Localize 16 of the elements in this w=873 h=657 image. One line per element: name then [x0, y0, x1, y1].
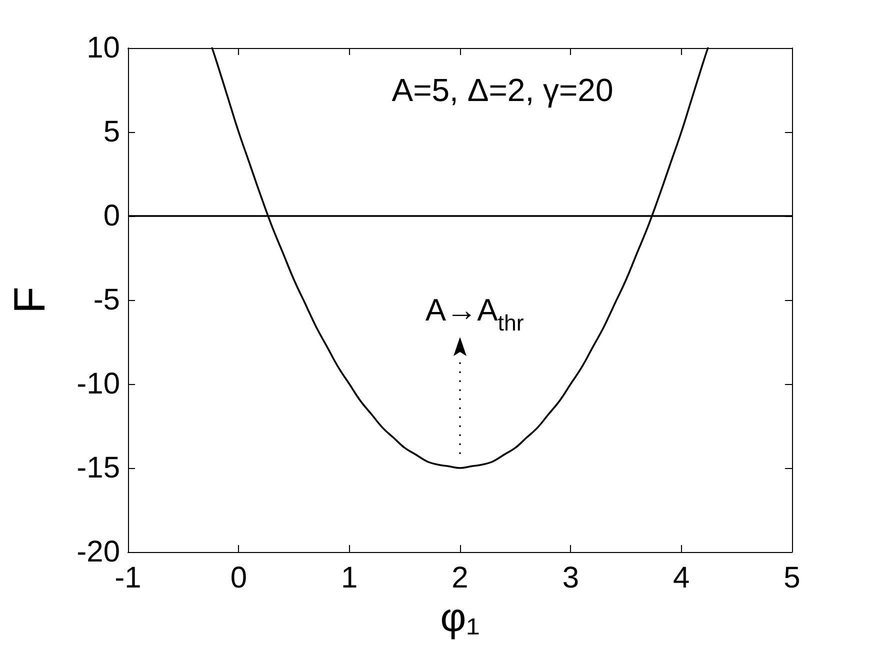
annotation: A=5, Δ=2, γ=20: [392, 72, 614, 108]
y-tick-label: 5: [103, 116, 120, 148]
y-tick-label: 10: [86, 32, 120, 64]
x-tick-label: 5: [784, 562, 800, 594]
annotation: A→A$_{thr}$: [425, 292, 524, 336]
y-tick-label: 0: [103, 200, 120, 232]
x-axis-title: φ₁: [440, 596, 480, 640]
x-tick-label: 1: [340, 562, 358, 594]
x-tick-label: 4: [672, 562, 690, 594]
y-tick-label: -15: [76, 452, 120, 484]
x-tick-label: 0: [230, 562, 248, 594]
x-tick-label: 3: [562, 562, 580, 594]
y-tick-label: -5: [93, 284, 120, 316]
y-axis-title: F: [6, 286, 54, 314]
x-tick-label: 2: [452, 562, 468, 594]
y-tick-label: -10: [76, 368, 120, 400]
